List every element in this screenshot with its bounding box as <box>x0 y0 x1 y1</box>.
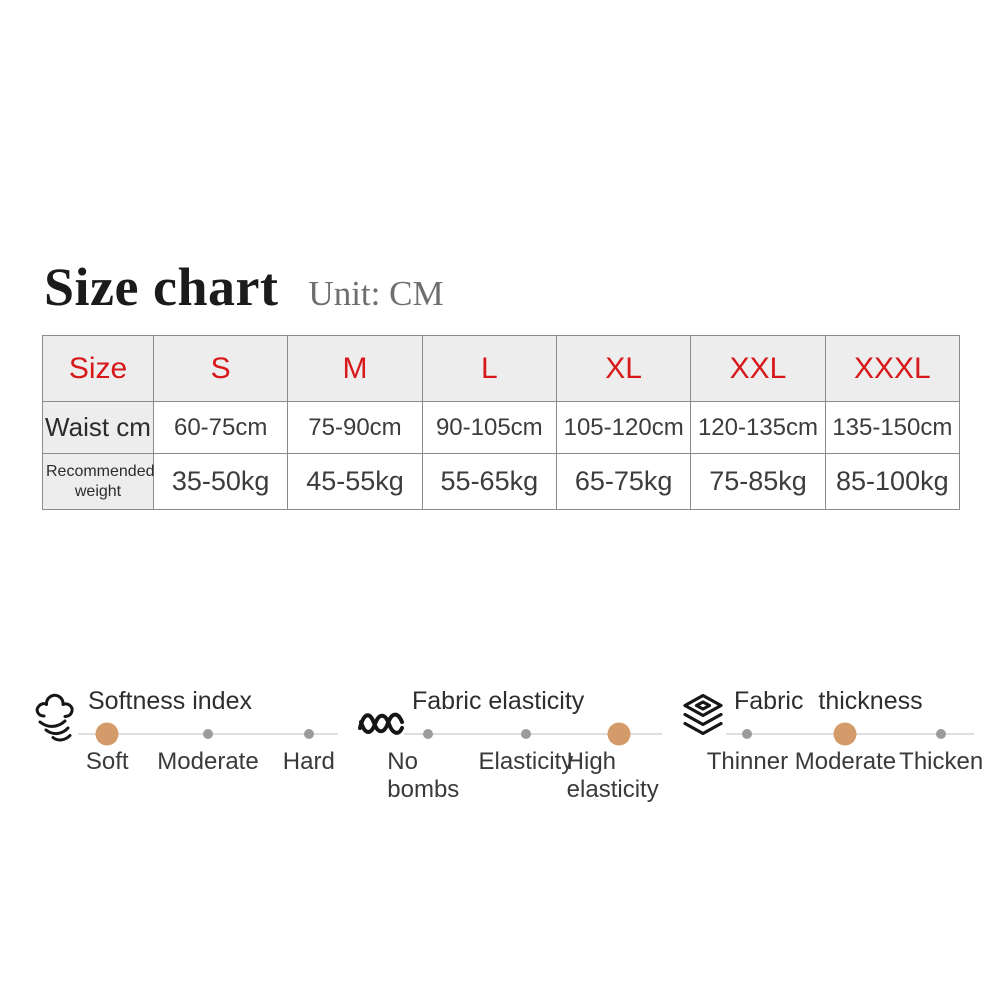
softness-icon <box>32 690 82 748</box>
column-header-m: M <box>287 335 423 402</box>
scale-dot-active <box>833 722 857 746</box>
table-cell: 90-105cm <box>421 401 557 454</box>
indicator-title: Fabric thickness <box>734 687 923 715</box>
table-cell: 65-75kg <box>555 453 692 510</box>
scale-dot <box>303 729 314 739</box>
elasticity-indicator: Fabric elasticity No bombs Elasticity Hi… <box>354 686 686 812</box>
scale-dot <box>520 729 531 739</box>
table-cell: 60-75cm <box>152 401 289 454</box>
table-cell: 45-55kg <box>287 453 423 510</box>
column-header-s: S <box>152 335 289 402</box>
scale-option-label: No bombs <box>387 748 460 804</box>
row-label-weight: Recommended weight <box>42 453 155 510</box>
title-row: Size chart Unit: CM <box>44 256 444 318</box>
scale-dot-active <box>95 722 119 746</box>
unit-label: Unit: CM <box>308 274 444 313</box>
layers-icon <box>678 691 728 747</box>
column-header-xxl: XXL <box>690 335 826 402</box>
table-cell: 35-50kg <box>152 453 289 510</box>
softness-indicator: Softness index Soft Moderate Hard <box>30 686 344 812</box>
scale-dot <box>423 729 434 739</box>
row-label-waist: Waist cm <box>42 401 154 454</box>
scale-line <box>404 733 662 735</box>
scale-dot <box>936 729 947 739</box>
size-chart-table: Size S M L XL XXL XXXL Waist cm 60-75cm … <box>42 335 961 510</box>
table-cell: 85-100kg <box>824 453 961 510</box>
column-header-l: L <box>421 335 557 402</box>
indicator-title: Fabric elasticity <box>412 687 585 715</box>
scale-dot <box>742 729 753 739</box>
scale-option-label: High elasticity <box>566 748 659 804</box>
scale-option-label: Moderate <box>157 748 259 775</box>
elasticity-scale: No bombs Elasticity High elasticity <box>387 722 662 803</box>
table-cell: 75-85kg <box>690 453 826 510</box>
table-cell: 135-150cm <box>824 401 961 454</box>
scale-option-label: Thinner <box>706 748 789 775</box>
scale-option-label: Soft <box>85 748 129 775</box>
table-cell: 55-65kg <box>421 453 557 510</box>
table-cell: 120-135cm <box>690 401 826 454</box>
column-header-xl: XL <box>555 335 692 402</box>
elasticity-wave-icon <box>356 703 406 745</box>
scale-dot-active <box>607 722 631 746</box>
table-row-waist: Waist cm 60-75cm 75-90cm 90-105cm 105-12… <box>42 401 961 454</box>
page-title: Size chart <box>44 257 279 317</box>
indicator-title: Softness index <box>88 687 252 715</box>
scale-option-label: Elasticity <box>478 748 574 775</box>
table-header-row: Size S M L XL XXL XXXL <box>42 335 961 402</box>
scale-option-label: Thicken <box>899 748 984 775</box>
thickness-indicator: Fabric thickness Thinner Moderate Thicke… <box>676 686 1002 812</box>
scale-dot <box>203 729 213 739</box>
column-header-xxxl: XXXL <box>824 335 961 402</box>
scale-option-label: Moderate <box>794 748 897 775</box>
thickness-scale: Thinner Moderate Thicken <box>707 722 983 792</box>
scale-option-label: Hard <box>282 748 335 775</box>
table-cell: 75-90cm <box>287 401 423 454</box>
table-cell: 105-120cm <box>555 401 692 454</box>
column-header-size: Size <box>42 335 154 402</box>
softness-scale: Soft Moderate Hard <box>78 722 338 792</box>
table-row-weight: Recommended weight 35-50kg 45-55kg 55-65… <box>42 453 961 510</box>
